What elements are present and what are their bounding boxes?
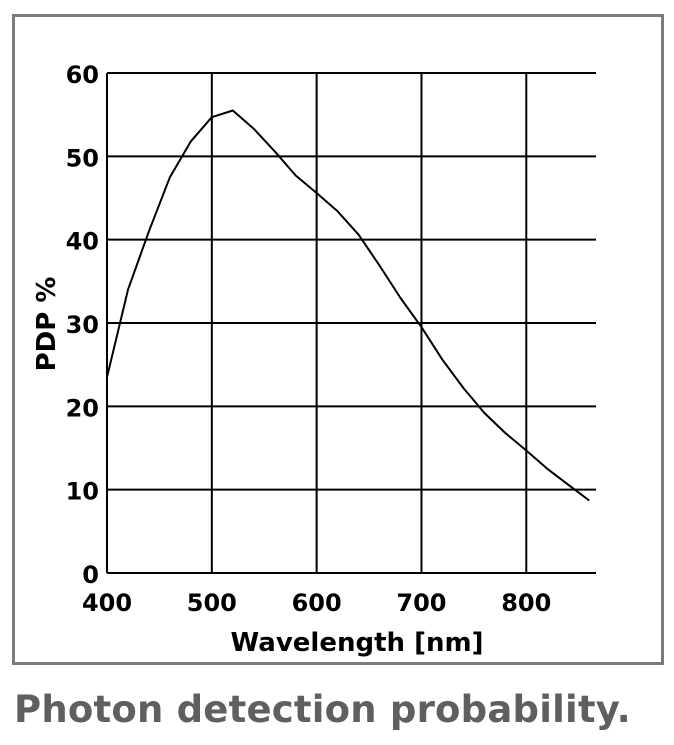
y-tick-label: 50 <box>66 144 99 172</box>
y-tick-label: 10 <box>66 478 99 506</box>
y-tick-label: 60 <box>66 61 99 89</box>
y-axis-label: PDP % <box>32 277 62 372</box>
x-tick-label: 500 <box>187 589 237 617</box>
y-tick-label: 40 <box>66 228 99 256</box>
y-tick-label: 20 <box>66 394 99 422</box>
x-axis-label: Wavelength [nm] <box>231 628 484 658</box>
grid <box>106 72 596 574</box>
tick-labels: 0 10 20 30 40 50 60 400 500 600 700 800 <box>66 61 552 617</box>
chart-frame <box>12 14 664 665</box>
series-layer <box>106 109 590 502</box>
y-tick-label: 0 <box>82 561 99 589</box>
x-tick-label: 800 <box>501 589 551 617</box>
y-tick-label: 30 <box>66 311 99 339</box>
pdp-curve-line <box>106 109 590 502</box>
x-tick-label: 400 <box>82 589 132 617</box>
x-tick-label: 700 <box>396 589 446 617</box>
figure-caption: Photon detection probability. <box>14 688 631 731</box>
x-tick-label: 600 <box>292 589 342 617</box>
